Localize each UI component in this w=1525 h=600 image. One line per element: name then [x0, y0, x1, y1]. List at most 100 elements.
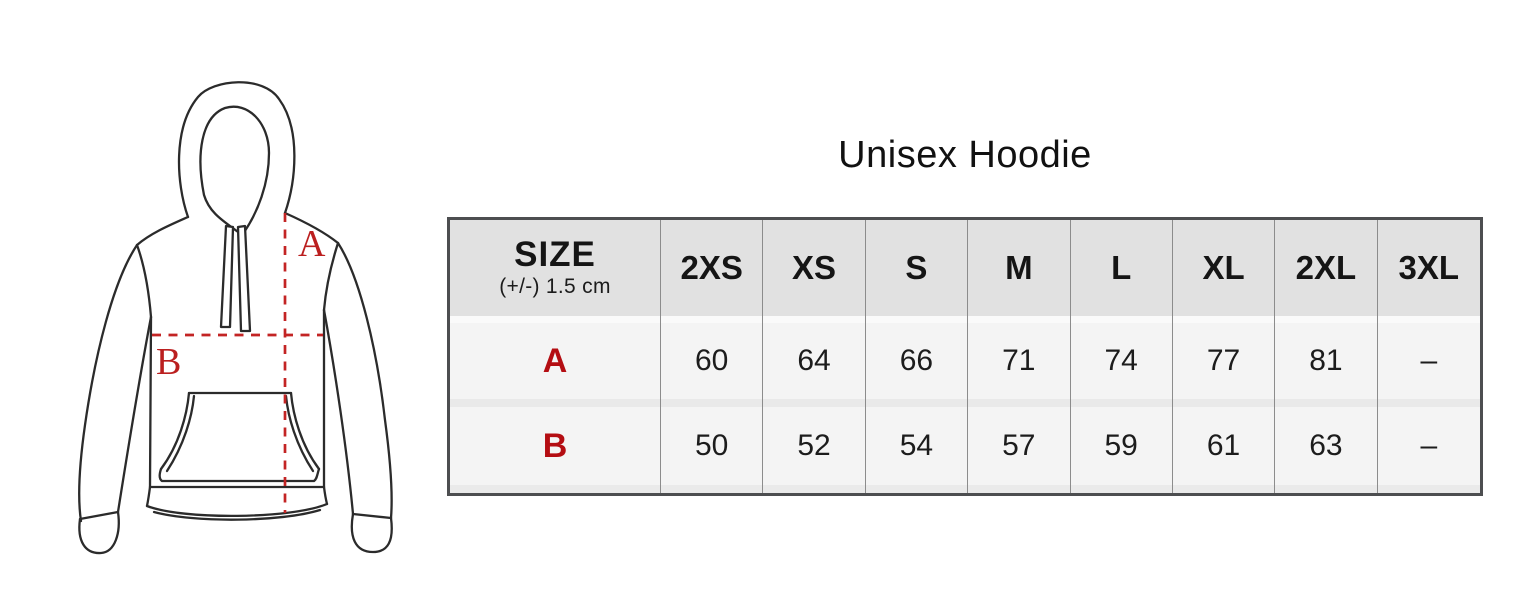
cell-value: 64 — [797, 344, 831, 377]
size-header-label: SIZE — [514, 235, 596, 274]
row-gap — [968, 399, 1070, 407]
header-cell: XL — [1172, 220, 1275, 316]
left-cuff — [78, 510, 120, 555]
cell-value: 57 — [1002, 429, 1036, 462]
header-cell: L — [1070, 220, 1172, 316]
cell-value: 74 — [1104, 344, 1138, 377]
table-column-xl: XL 77 61 — [1172, 220, 1276, 493]
drawstring-left — [219, 224, 235, 329]
row-gap — [1172, 485, 1275, 493]
left-shoulder-seam — [135, 243, 153, 319]
cell-value: 71 — [1002, 344, 1036, 377]
row-gap — [661, 316, 763, 323]
table-column-3xl: 3XL – – — [1377, 220, 1480, 493]
header-cell: XS — [763, 220, 865, 316]
cell-b: 57 — [968, 407, 1070, 485]
header-cell: 2XL — [1275, 220, 1377, 316]
table-column-2xs: 2XS 60 50 — [661, 220, 764, 493]
measure-b-label: B — [156, 341, 181, 383]
row-gap — [763, 316, 865, 323]
row-gap — [1172, 399, 1275, 407]
pocket-bottom-line — [158, 467, 321, 483]
cell-value: 77 — [1206, 344, 1241, 377]
column-header-label: M — [1005, 248, 1033, 286]
right-sleeve-outer-line — [283, 211, 393, 520]
column-header-label: XS — [792, 248, 837, 286]
cell-value: 66 — [899, 344, 934, 377]
tolerance-note: (+/-) 1.5 cm — [499, 275, 611, 298]
size-table: SIZE (+/-) 1.5 cm A B 2XS 60 50 XS 64 52 — [447, 217, 1483, 496]
table-column-l: L 74 59 — [1070, 220, 1173, 493]
column-header-label: L — [1111, 248, 1132, 286]
table-column-2xl: 2XL 81 63 — [1275, 220, 1378, 493]
left-sleeve-inner-line — [116, 315, 153, 514]
left-cuff-top-line — [78, 510, 120, 521]
cell-b: – — [1377, 407, 1480, 485]
pocket-left-outer — [159, 391, 191, 471]
right-cuff-top-line — [351, 512, 393, 520]
row-gap — [1070, 485, 1172, 493]
cell-value: 59 — [1104, 429, 1138, 462]
pocket-left-inner — [165, 394, 196, 473]
row-gap — [1070, 316, 1172, 323]
cell-value: 54 — [899, 429, 934, 462]
size-header-cell: SIZE (+/-) 1.5 cm — [450, 220, 660, 316]
row-gap — [1275, 399, 1377, 407]
hem-right-edge — [322, 485, 329, 506]
table-column-xs: XS 64 52 — [763, 220, 866, 493]
page-title: Unisex Hoodie — [838, 134, 1092, 176]
table-column-m: M 71 57 — [968, 220, 1071, 493]
row-gap — [865, 316, 968, 323]
cell-value: 60 — [695, 344, 729, 377]
header-cell: S — [865, 220, 968, 316]
cell-b: 59 — [1070, 407, 1172, 485]
row-gap — [968, 485, 1070, 493]
hoodie-measurement-diagram: A B — [55, 55, 455, 575]
cell-value: 61 — [1206, 429, 1241, 462]
cell-value: 63 — [1309, 429, 1343, 462]
row-gap — [968, 316, 1070, 323]
cell-value: – — [1420, 429, 1438, 462]
cell-b: 52 — [763, 407, 865, 485]
row-gap — [1070, 399, 1172, 407]
column-header-label: S — [905, 248, 928, 286]
cell-value: – — [1420, 344, 1438, 377]
row-gap — [450, 485, 660, 493]
cell-a: 77 — [1172, 323, 1275, 399]
column-header-label: 3XL — [1398, 248, 1460, 286]
cell-a: – — [1377, 323, 1480, 399]
row-a-label: A — [542, 341, 568, 380]
column-header-label: 2XL — [1295, 248, 1357, 286]
cell-a: 81 — [1275, 323, 1377, 399]
left-sleeve-outer-line — [78, 215, 190, 523]
measure-a-label: A — [298, 223, 326, 265]
header-cell: 3XL — [1377, 220, 1480, 316]
table-column-s: S 66 54 — [865, 220, 969, 493]
row-gap — [1377, 399, 1480, 407]
cell-b: 63 — [1275, 407, 1377, 485]
cell-b: 61 — [1172, 407, 1275, 485]
cell-value: 52 — [797, 429, 831, 462]
table-column-size: SIZE (+/-) 1.5 cm A B — [450, 220, 661, 493]
drawstring-right — [236, 224, 252, 333]
cell-value: 50 — [695, 429, 729, 462]
cell-a: 64 — [763, 323, 865, 399]
header-cell: M — [968, 220, 1070, 316]
column-header-label: 2XS — [680, 248, 743, 286]
row-gap — [865, 485, 968, 493]
row-gap — [1377, 485, 1480, 493]
cell-a: 71 — [968, 323, 1070, 399]
row-gap — [450, 399, 660, 407]
right-sleeve-inner-line — [322, 308, 355, 516]
hoodie-outline — [78, 81, 393, 555]
row-a-label-cell: A — [450, 323, 660, 399]
row-gap — [661, 485, 763, 493]
pocket-right-inner — [284, 394, 315, 473]
row-b-label-cell: B — [450, 407, 660, 485]
measurement-overlay: A B — [152, 213, 326, 513]
row-gap — [865, 399, 968, 407]
row-gap — [1172, 316, 1275, 323]
row-gap — [661, 399, 763, 407]
hood-outer-line — [177, 81, 296, 219]
